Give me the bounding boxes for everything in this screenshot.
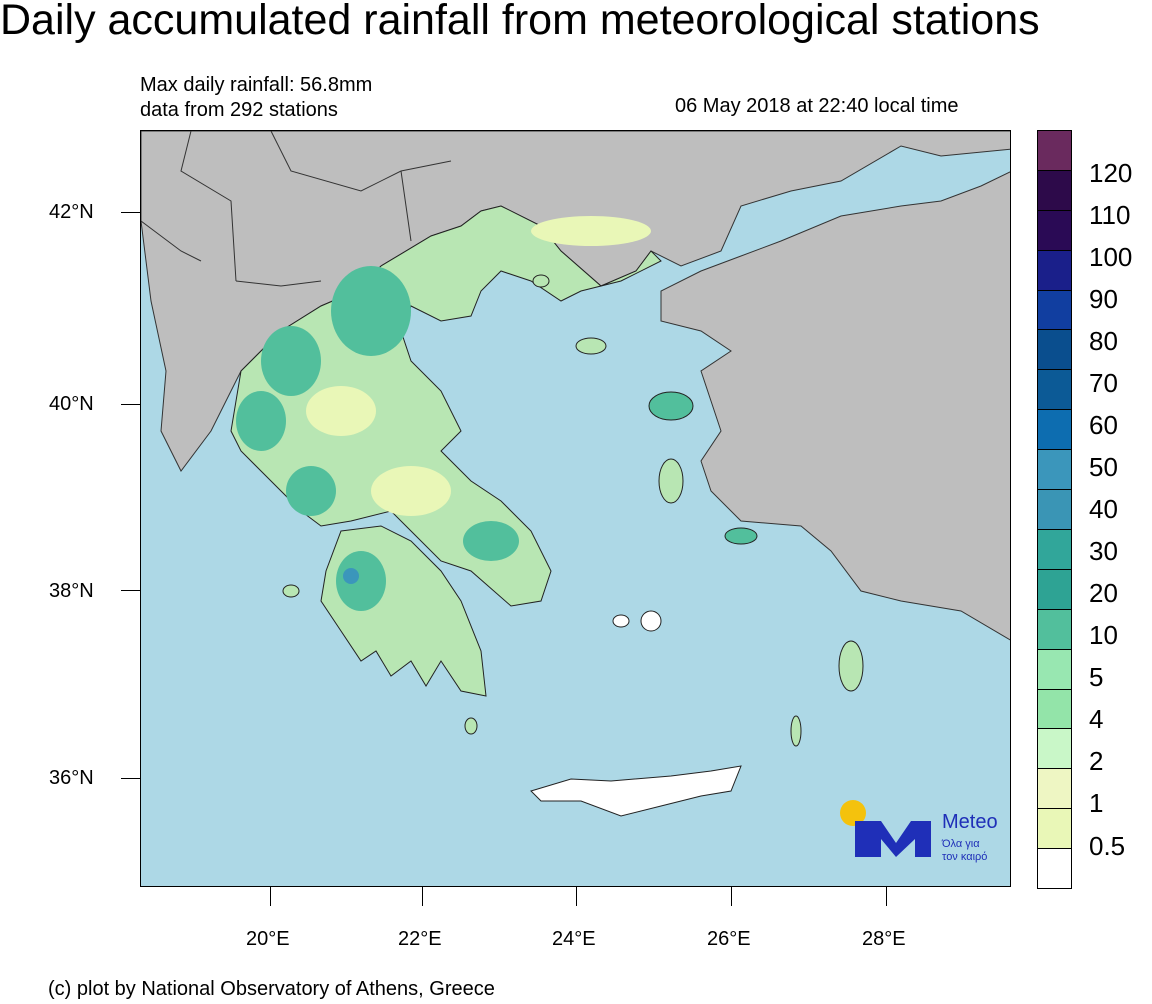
crete-island	[530, 765, 742, 817]
lat-tick	[121, 778, 140, 779]
lon-label: 24°E	[552, 928, 596, 950]
legend-label: 80	[1089, 326, 1118, 356]
aegean-islands	[282, 274, 864, 747]
country-borders	[141, 131, 452, 287]
logo-name: Meteo	[942, 811, 998, 833]
lat-tick	[121, 590, 140, 591]
legend-label: 4	[1089, 704, 1104, 734]
map-svg	[141, 131, 1010, 886]
legend-swatch	[1037, 369, 1072, 411]
legend-label: 30	[1089, 536, 1118, 566]
meteo-logo	[840, 800, 931, 857]
lon-tick	[576, 887, 577, 906]
lat-label: 42°N	[49, 201, 94, 223]
legend-swatch	[1037, 808, 1072, 850]
legend-label: 2	[1089, 746, 1104, 776]
legend-swatch	[1037, 289, 1072, 331]
turkey-land	[660, 171, 1010, 641]
legend-swatch	[1037, 728, 1072, 770]
lon-tick	[422, 887, 423, 906]
legend-swatch	[1037, 130, 1072, 171]
rainfall-patches	[236, 216, 651, 611]
legend-label: 10	[1089, 620, 1118, 650]
legend-swatch	[1037, 848, 1072, 889]
legend-label: 100	[1089, 242, 1133, 272]
legend-swatch	[1037, 489, 1072, 530]
chart-title: Daily accumulated rainfall from meteorol…	[0, 0, 1040, 44]
legend-swatch	[1037, 409, 1072, 451]
legend-label: 5	[1089, 662, 1104, 692]
legend-swatch	[1037, 608, 1072, 650]
lat-tick	[121, 404, 140, 405]
legend-swatch	[1037, 169, 1072, 211]
lat-label: 40°N	[49, 393, 94, 415]
lon-tick	[886, 887, 887, 906]
legend-label: 40	[1089, 494, 1118, 524]
legend-swatch	[1037, 249, 1072, 291]
legend-swatch	[1037, 209, 1072, 251]
legend-swatch	[1037, 648, 1072, 690]
legend-label: 60	[1089, 410, 1118, 440]
legend-swatch	[1037, 528, 1072, 570]
max-rainfall-text: Max daily rainfall: 56.8mm	[140, 74, 373, 96]
lon-label: 20°E	[246, 928, 290, 950]
lat-label: 36°N	[49, 767, 94, 789]
logo-tagline-2: τον καιρό	[942, 851, 988, 863]
color-legend	[1037, 130, 1072, 889]
legend-swatch	[1037, 768, 1072, 810]
legend-label: 120	[1089, 158, 1133, 188]
legend-label: 110	[1089, 200, 1131, 230]
stations-count-text: data from 292 stations	[140, 99, 338, 121]
lon-label: 28°E	[862, 928, 906, 950]
legend-swatch	[1037, 329, 1072, 371]
lon-tick	[270, 887, 271, 906]
lat-label: 38°N	[49, 580, 94, 602]
legend-label: 1	[1089, 788, 1104, 818]
legend-label: 20	[1089, 578, 1118, 608]
legend-swatch	[1037, 568, 1072, 610]
legend-swatch	[1037, 688, 1072, 730]
lat-tick	[121, 212, 140, 213]
legend-label: 0.5	[1089, 831, 1126, 861]
lon-label: 26°E	[707, 928, 751, 950]
legend-swatch	[1037, 449, 1072, 491]
legend-label: 50	[1089, 452, 1118, 482]
logo-tagline-1: Όλα για	[942, 838, 980, 850]
lon-tick	[731, 887, 732, 906]
logo-sun-icon	[840, 800, 866, 826]
timestamp-text: 06 May 2018 at 22:40 local time	[675, 95, 959, 117]
rainfall-map	[140, 130, 1011, 887]
lon-label: 22°E	[398, 928, 442, 950]
legend-label: 70	[1089, 368, 1118, 398]
logo-m-icon	[855, 821, 931, 857]
legend-label: 90	[1089, 284, 1118, 314]
footer-credit: (c) plot by National Observatory of Athe…	[48, 978, 495, 1000]
